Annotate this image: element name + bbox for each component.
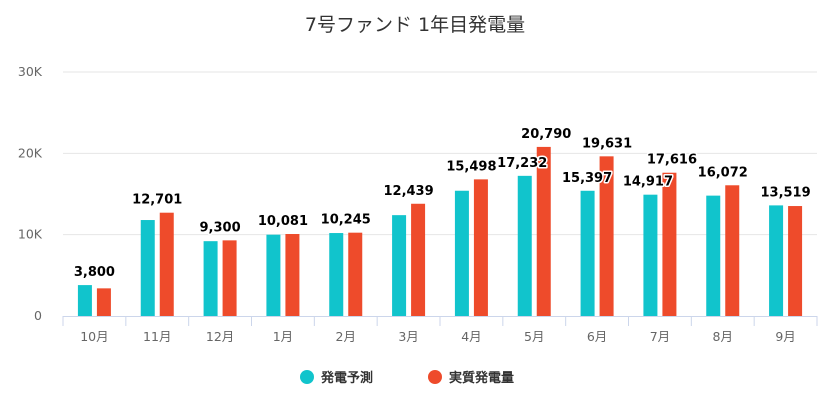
bar-actual-7[interactable]	[536, 146, 551, 316]
data-label: 3,800	[74, 265, 115, 280]
data-label: 12,439	[383, 184, 433, 199]
data-label: 10,245	[321, 213, 371, 228]
x-tick-label: 12月	[206, 329, 234, 344]
x-tick-label: 8月	[713, 329, 733, 344]
bar-actual-0[interactable]	[96, 288, 111, 316]
legend-item-forecast[interactable]: 発電予測	[300, 370, 373, 386]
data-label: 10,081	[258, 214, 308, 229]
x-tick-label: 9月	[775, 329, 795, 344]
bar-actual-11[interactable]	[788, 206, 803, 316]
data-label: 15,397	[562, 171, 612, 186]
x-tick-label: 4月	[461, 329, 481, 344]
bar-forecast-2[interactable]	[203, 241, 218, 316]
x-tick-label: 7月	[650, 329, 670, 344]
legend-marker	[428, 370, 442, 384]
bar-forecast-3[interactable]	[266, 234, 281, 316]
bar-actual-1[interactable]	[159, 212, 174, 316]
data-label: 20,790	[521, 127, 571, 142]
bar-actual-4[interactable]	[348, 232, 363, 316]
bar-actual-9[interactable]	[662, 172, 677, 316]
data-label: 15,498	[446, 159, 496, 174]
chart-title: 7号ファンド 1年目発電量	[305, 14, 525, 36]
data-label: 17,232	[497, 156, 547, 171]
x-tick-label: 6月	[587, 329, 607, 344]
bars	[77, 146, 803, 316]
data-label: 14,917	[623, 175, 673, 190]
bar-forecast-0[interactable]	[77, 285, 92, 316]
x-tick-label: 5月	[524, 329, 544, 344]
data-label: 16,072	[698, 165, 748, 180]
bar-actual-8[interactable]	[599, 156, 614, 316]
bar-actual-6[interactable]	[473, 179, 488, 316]
data-label: 17,616	[647, 153, 697, 168]
y-tick-label: 30K	[18, 64, 43, 79]
grid-lines	[63, 71, 817, 236]
y-tick-label: 20K	[18, 145, 43, 160]
legend-item-actual[interactable]: 実質発電量	[428, 370, 514, 386]
x-tick-label: 1月	[273, 329, 293, 344]
legend-marker	[300, 370, 314, 384]
x-tick-label: 10月	[80, 329, 108, 344]
bar-forecast-11[interactable]	[769, 205, 784, 316]
x-tick-label: 2月	[336, 329, 356, 344]
bar-actual-5[interactable]	[411, 203, 426, 316]
legend-label: 発電予測	[320, 370, 373, 386]
bar-forecast-9[interactable]	[643, 194, 658, 316]
bar-forecast-1[interactable]	[140, 220, 155, 316]
y-axis-ticks: 0 10K 20K 30K	[18, 64, 43, 323]
data-label: 9,300	[200, 220, 241, 235]
bar-forecast-10[interactable]	[706, 195, 721, 316]
bar-forecast-4[interactable]	[329, 233, 344, 316]
bar-forecast-6[interactable]	[454, 190, 469, 316]
bar-forecast-7[interactable]	[517, 175, 532, 316]
x-tick-label: 3月	[398, 329, 418, 344]
data-label: 12,701	[132, 193, 182, 208]
data-labels: 3,800 12,701 9,300 10,081 10,245 12,439 15,498…	[72, 125, 812, 281]
y-tick-label: 0	[34, 308, 42, 323]
bar-forecast-5[interactable]	[392, 215, 407, 316]
legend-label: 実質発電量	[449, 370, 514, 386]
legend[interactable]: 発電予測 実質発電量	[300, 370, 514, 386]
data-label: 19,631	[582, 136, 632, 151]
bar-actual-3[interactable]	[285, 234, 300, 316]
bar-actual-2[interactable]	[222, 240, 237, 316]
y-tick-label: 10K	[18, 227, 43, 242]
x-tick-label: 11月	[143, 329, 171, 344]
bar-forecast-8[interactable]	[580, 190, 595, 316]
x-axis: 10月 11月 12月 1月 2月 3月 4月 5月 6月 7月 8月 9月	[62, 316, 818, 344]
bar-actual-10[interactable]	[725, 185, 740, 316]
data-label: 13,519	[760, 185, 810, 200]
